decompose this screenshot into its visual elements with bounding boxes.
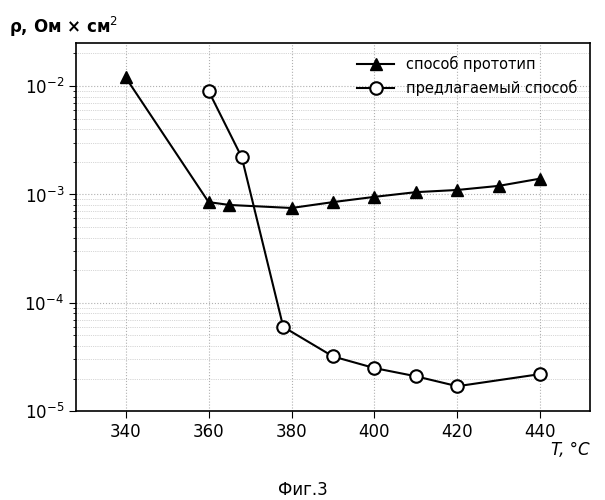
предлагаемый способ — [238, 154, 246, 160]
предлагаемый способ — [537, 371, 544, 377]
предлагаемый способ — [371, 365, 378, 371]
Text: Фиг.3: Фиг.3 — [278, 481, 327, 499]
Text: T, °C: T, °C — [551, 440, 590, 458]
предлагаемый способ — [205, 88, 212, 94]
Legend: способ прототип, предлагаемый способ: способ прототип, предлагаемый способ — [352, 50, 583, 102]
Line: предлагаемый способ: предлагаемый способ — [202, 85, 546, 392]
предлагаемый способ — [280, 324, 287, 330]
Line: способ прототип: способ прототип — [119, 71, 546, 214]
предлагаемый способ — [329, 354, 336, 360]
способ прототип — [329, 199, 336, 205]
способ прототип — [288, 205, 295, 211]
предлагаемый способ — [454, 383, 461, 389]
способ прототип — [412, 189, 419, 195]
способ прототип — [371, 194, 378, 200]
способ прототип — [226, 202, 233, 208]
предлагаемый способ — [412, 374, 419, 380]
способ прототип — [122, 74, 129, 80]
способ прототип — [495, 183, 502, 189]
способ прототип — [454, 187, 461, 193]
способ прототип — [205, 199, 212, 205]
Text: ρ, Ом × см$^2$: ρ, Ом × см$^2$ — [9, 15, 118, 40]
способ прототип — [537, 176, 544, 182]
